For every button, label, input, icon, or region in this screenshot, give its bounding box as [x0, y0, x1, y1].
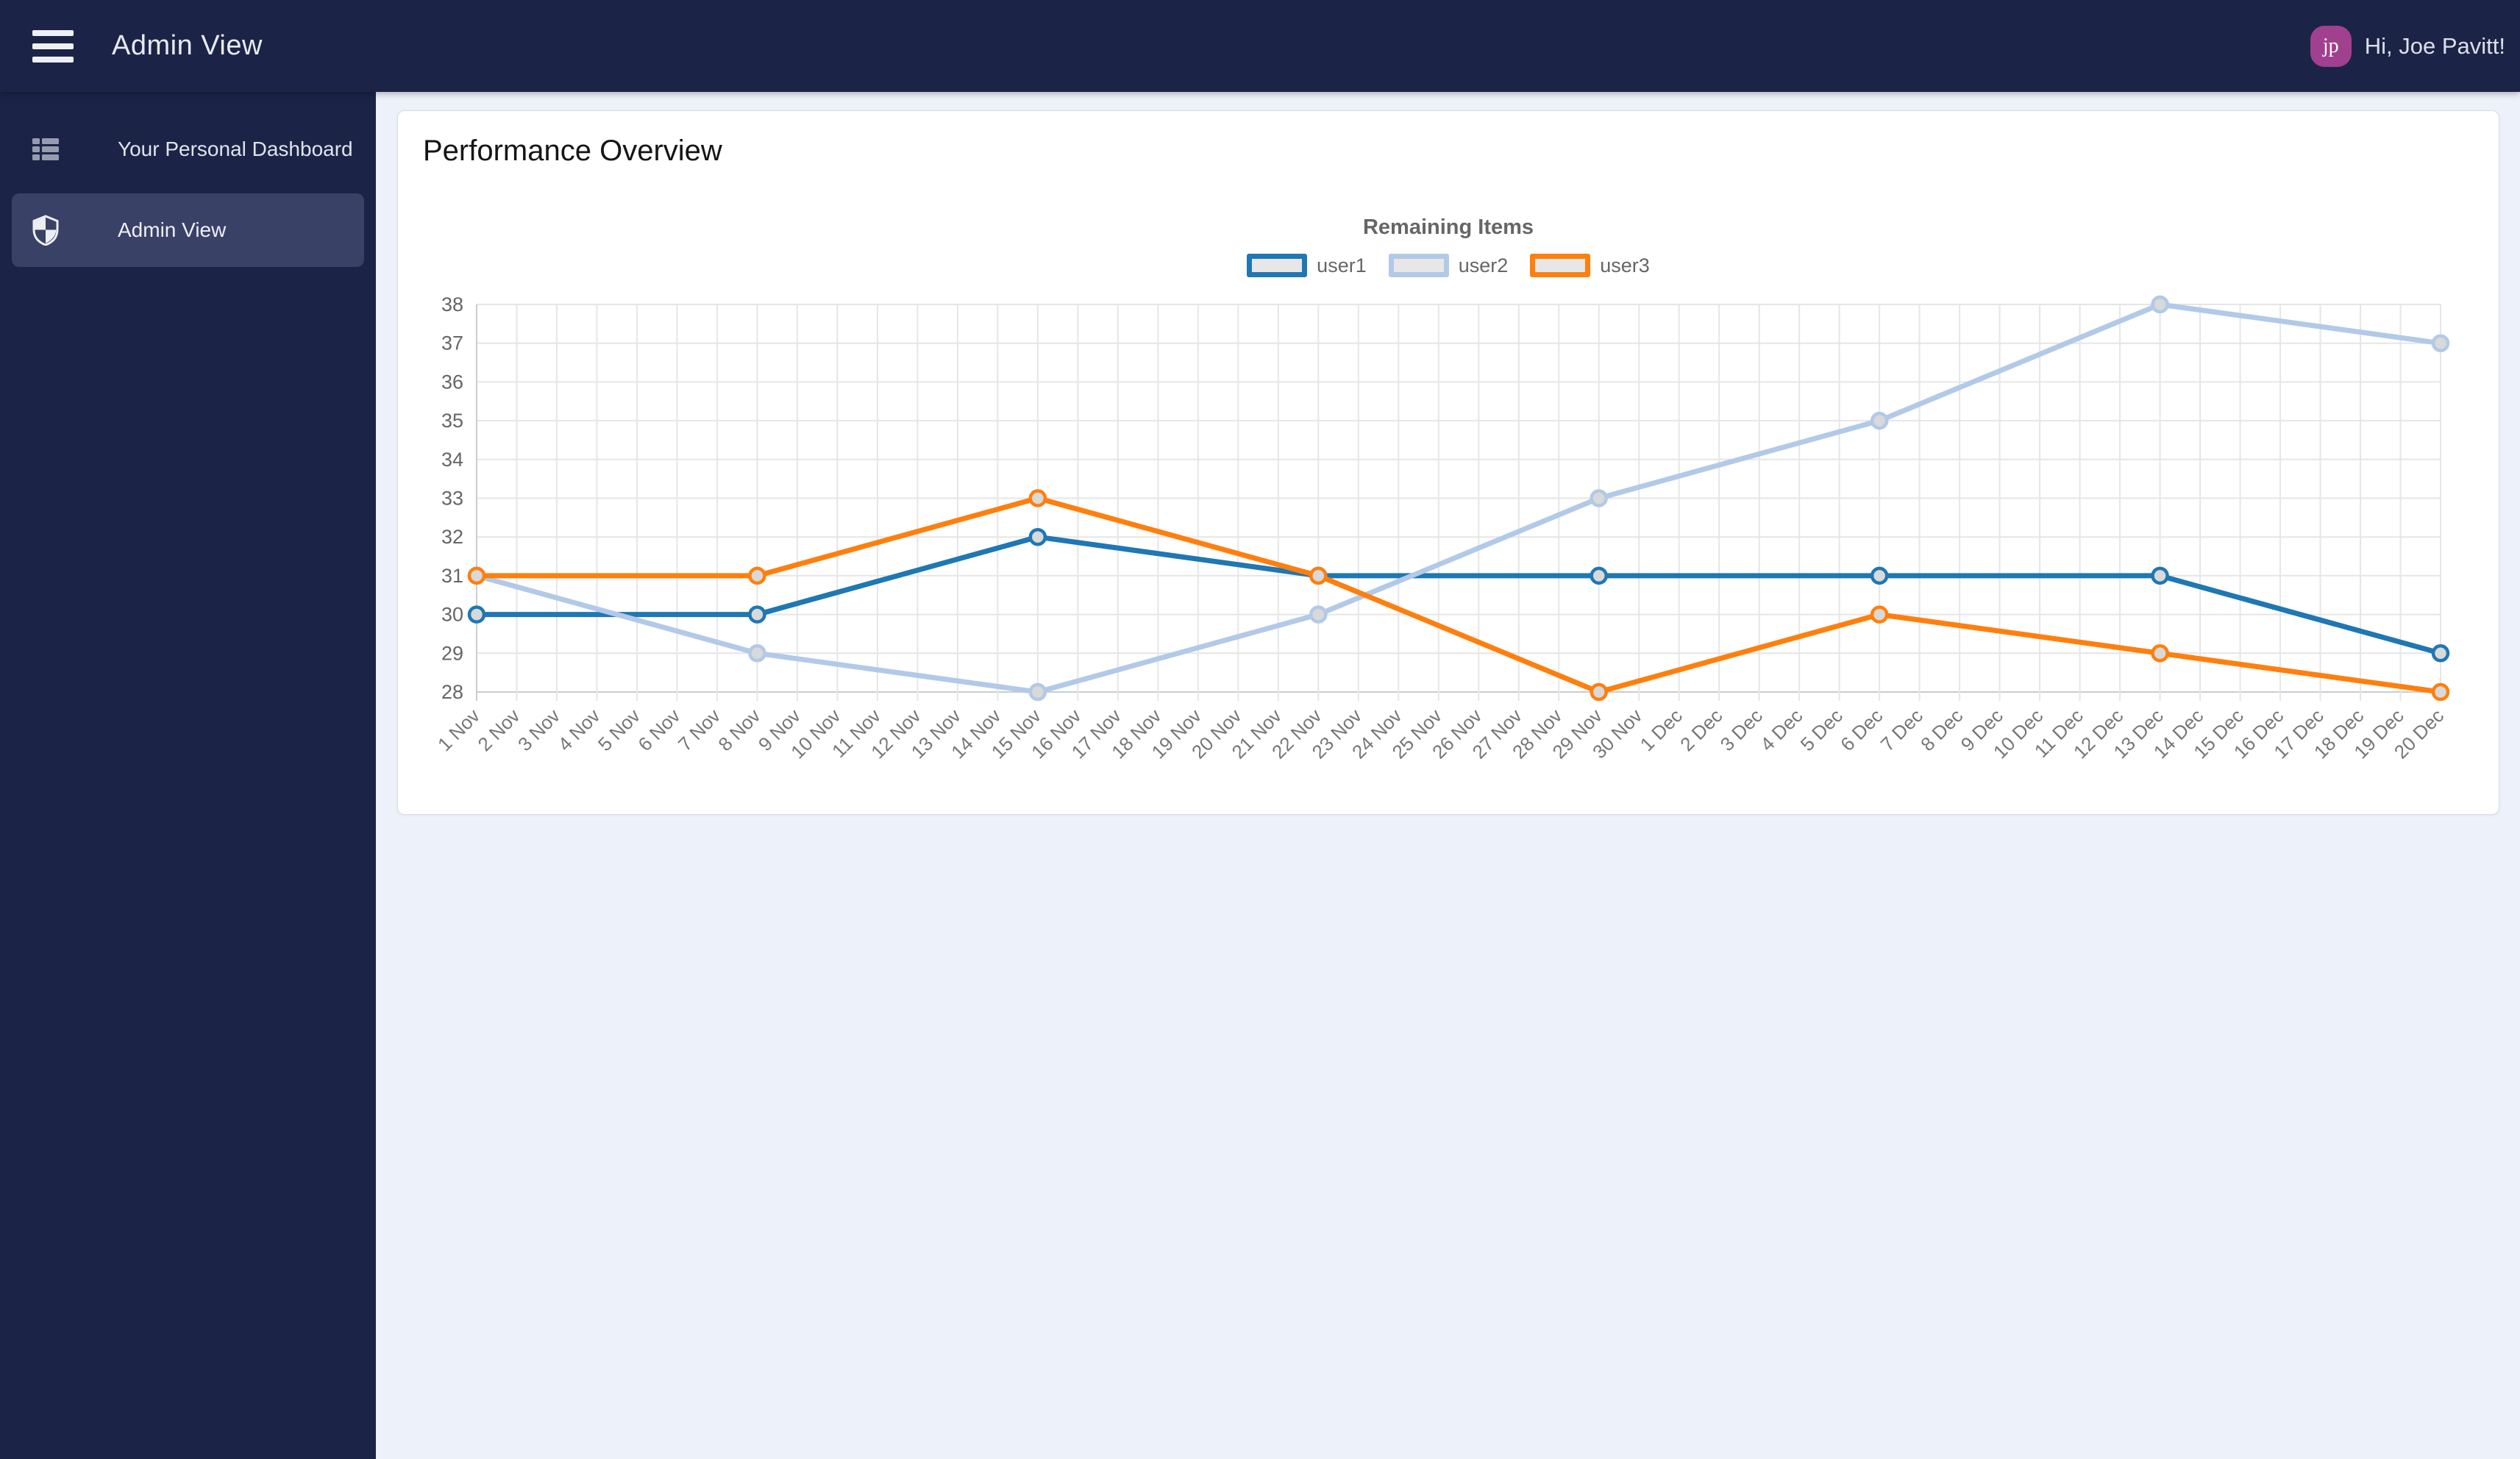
sidebar: Your Personal Dashboard Admin View [0, 92, 376, 1459]
legend-swatch [1530, 254, 1591, 277]
svg-text:38: 38 [441, 293, 463, 315]
svg-text:32: 32 [441, 526, 463, 548]
svg-text:8 Dec: 8 Dec [1916, 704, 1967, 755]
dashboard-list-icon [31, 135, 60, 164]
sidebar-item-admin-view[interactable]: Admin View [12, 193, 364, 267]
hamburger-menu-icon[interactable] [32, 29, 74, 63]
svg-text:36: 36 [441, 371, 463, 393]
svg-text:37: 37 [441, 332, 463, 354]
sidebar-item-personal-dashboard[interactable]: Your Personal Dashboard [12, 113, 364, 186]
svg-text:1 Dec: 1 Dec [1636, 704, 1687, 755]
performance-overview-card: Performance Overview Remaining Items use… [397, 110, 2499, 815]
chart-legend: user1 user2 user3 [398, 254, 2499, 277]
svg-text:8 Nov: 8 Nov [713, 704, 764, 755]
svg-text:31: 31 [441, 565, 463, 587]
chart-title: Remaining Items [1362, 215, 1534, 239]
svg-text:1 Nov: 1 Nov [433, 704, 484, 755]
svg-text:4 Dec: 4 Dec [1756, 704, 1807, 755]
svg-text:6 Dec: 6 Dec [1836, 704, 1887, 755]
card-title: Performance Overview [423, 135, 722, 167]
svg-text:5 Nov: 5 Nov [594, 704, 644, 755]
app-header: Admin View jp Hi, Joe Pavitt! [0, 0, 2520, 92]
svg-text:29: 29 [441, 642, 463, 664]
user-greeting: Hi, Joe Pavitt! [2364, 32, 2505, 59]
legend-item-user1[interactable]: user1 [1247, 254, 1367, 277]
sidebar-item-label: Admin View [118, 218, 227, 241]
legend-swatch [1388, 254, 1449, 277]
svg-text:5 Dec: 5 Dec [1796, 704, 1847, 755]
svg-text:7 Nov: 7 Nov [674, 704, 725, 755]
svg-text:3 Dec: 3 Dec [1716, 704, 1767, 755]
legend-swatch [1247, 254, 1308, 277]
svg-text:4 Nov: 4 Nov [553, 704, 604, 755]
svg-text:6 Nov: 6 Nov [633, 704, 684, 755]
svg-text:30: 30 [441, 604, 463, 626]
legend-item-user2[interactable]: user2 [1388, 254, 1509, 277]
legend-label: user1 [1317, 254, 1367, 277]
svg-text:2 Nov: 2 Nov [473, 704, 524, 755]
svg-text:28: 28 [441, 681, 463, 703]
shield-icon [31, 215, 60, 246]
svg-text:35: 35 [441, 410, 463, 432]
svg-text:33: 33 [441, 488, 463, 510]
svg-text:34: 34 [441, 449, 463, 471]
main-content: Performance Overview Remaining Items use… [376, 92, 2520, 1459]
page-title: Admin View [112, 30, 263, 61]
svg-text:2 Dec: 2 Dec [1676, 704, 1726, 755]
avatar[interactable]: jp [2310, 25, 2352, 67]
legend-label: user3 [1600, 254, 1650, 277]
legend-item-user3[interactable]: user3 [1530, 254, 1650, 277]
svg-text:3 Nov: 3 Nov [513, 704, 564, 755]
sidebar-item-label: Your Personal Dashboard [118, 138, 353, 160]
legend-label: user2 [1458, 254, 1509, 277]
svg-text:7 Dec: 7 Dec [1876, 704, 1927, 755]
